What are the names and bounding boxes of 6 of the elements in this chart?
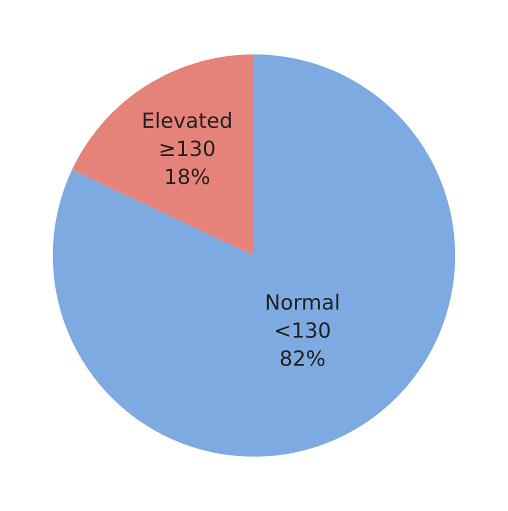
slice-label: Elevated ≥130 (144, 112, 231, 156)
pie-slice (52, 54, 456, 457)
pie-slice (72, 54, 254, 256)
data-label: 18% (166, 168, 210, 184)
slice-label: Normal <130 (266, 294, 338, 338)
data-label: 82% (280, 350, 325, 366)
